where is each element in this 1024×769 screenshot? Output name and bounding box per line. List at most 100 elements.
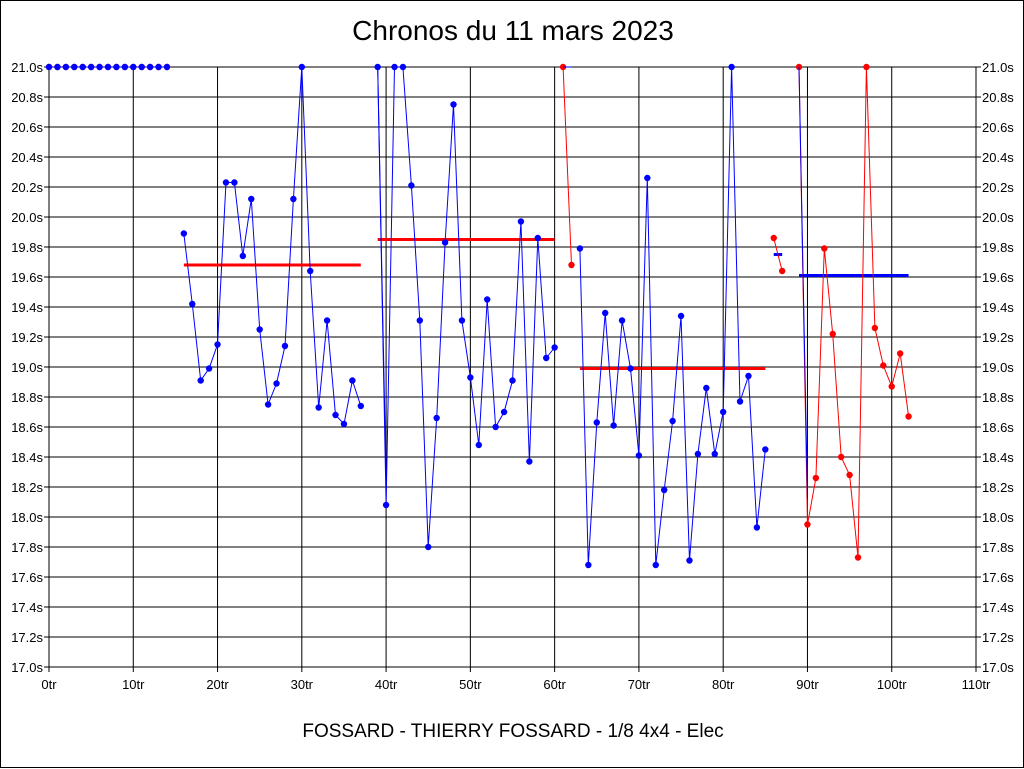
data-point xyxy=(298,63,306,71)
data-point xyxy=(214,341,221,348)
series-line xyxy=(183,66,362,426)
x-tick-label: 20tr xyxy=(206,677,229,692)
y-tick-label-left: 20.6s xyxy=(11,120,43,135)
data-point xyxy=(475,441,482,449)
data-point xyxy=(627,365,634,372)
data-point xyxy=(888,383,895,390)
data-point xyxy=(374,63,381,71)
data-point xyxy=(559,63,567,71)
data-point xyxy=(484,296,491,303)
data-point xyxy=(425,543,432,551)
data-point xyxy=(248,195,255,203)
data-point xyxy=(45,63,53,71)
data-point xyxy=(728,63,735,71)
data-point xyxy=(458,317,466,324)
y-tick-label-right: 17.2s xyxy=(982,630,1014,645)
y-tick-label-left: 19.6s xyxy=(11,270,43,285)
data-point xyxy=(163,63,171,71)
y-tick-label-right: 19.2s xyxy=(982,330,1014,345)
data-point xyxy=(610,422,617,429)
data-point xyxy=(871,324,879,332)
y-tick-label-right: 20.2s xyxy=(982,180,1014,195)
y-tick-label-right: 17.0s xyxy=(982,660,1014,675)
y-tick-label-left: 19.4s xyxy=(11,300,43,315)
data-point xyxy=(416,317,423,324)
series-line xyxy=(377,66,555,548)
data-point xyxy=(113,63,120,71)
x-tick-label: 30tr xyxy=(291,677,314,692)
y-tick-label-right: 20.0s xyxy=(982,210,1014,225)
y-tick-label-left: 18.6s xyxy=(11,420,43,435)
data-point xyxy=(551,344,558,351)
x-tick-label: 60tr xyxy=(543,677,566,692)
chart-title: Chronos du 11 mars 2023 xyxy=(352,15,674,46)
data-point xyxy=(517,218,525,225)
data-point xyxy=(197,377,204,384)
data-point xyxy=(905,413,912,420)
series-line xyxy=(377,66,387,482)
y-tick-label-right: 19.8s xyxy=(982,240,1014,255)
chart-footer: FOSSARD - THIERRY FOSSARD - 1/8 4x4 - El… xyxy=(302,721,724,742)
y-tick-label-right: 18.8s xyxy=(982,390,1014,405)
data-point xyxy=(745,372,752,380)
data-point xyxy=(382,501,390,509)
data-point xyxy=(492,423,499,431)
data-point xyxy=(87,63,95,71)
y-tick-label-left: 20.8s xyxy=(11,90,43,105)
y-tick-label-right: 21.0s xyxy=(982,60,1014,75)
data-point xyxy=(290,195,297,203)
data-point xyxy=(450,101,457,108)
x-tick-label: 110tr xyxy=(962,677,991,692)
data-point xyxy=(509,377,516,384)
y-tick-label-right: 19.0s xyxy=(982,360,1014,375)
y-tick-label-left: 18.0s xyxy=(11,510,43,525)
data-point xyxy=(281,342,289,350)
data-point xyxy=(593,419,600,426)
data-point xyxy=(340,420,348,428)
data-point xyxy=(138,63,145,71)
data-point xyxy=(256,326,263,333)
y-tick-label-right: 18.6s xyxy=(982,420,1014,435)
data-point xyxy=(694,450,702,458)
y-tick-label-right: 17.6s xyxy=(982,570,1014,585)
data-point xyxy=(863,63,870,71)
x-tick-label: 0tr xyxy=(41,677,57,692)
data-point xyxy=(534,234,541,242)
data-point xyxy=(804,521,811,528)
y-tick-label-left: 17.8s xyxy=(11,540,43,555)
plot-area-border xyxy=(48,66,977,668)
y-tick-label-left: 17.2s xyxy=(11,630,43,645)
data-point xyxy=(307,267,314,275)
x-tick-label: 50tr xyxy=(459,677,482,692)
data-point xyxy=(500,408,508,416)
y-tick-label-left: 21.0s xyxy=(11,60,43,75)
y-tick-label-left: 20.4s xyxy=(11,150,43,165)
y-tick-label-right: 18.2s xyxy=(982,480,1014,495)
data-point xyxy=(54,63,61,71)
y-tick-label-right: 20.8s xyxy=(982,90,1014,105)
y-tick-label-right: 17.4s xyxy=(982,600,1014,615)
x-tick-label: 100tr xyxy=(877,677,907,692)
x-tick-label: 70tr xyxy=(628,677,651,692)
y-tick-label-right: 20.6s xyxy=(982,120,1014,135)
y-tick-label-left: 19.0s xyxy=(11,360,43,375)
x-tick-label: 10tr xyxy=(122,677,145,692)
y-tick-label-left: 17.0s xyxy=(11,660,43,675)
data-point xyxy=(635,452,643,459)
data-point xyxy=(146,63,154,71)
data-point xyxy=(231,179,238,186)
data-point xyxy=(349,377,356,384)
data-point xyxy=(896,350,904,357)
x-tick-label: 90tr xyxy=(796,677,819,692)
data-point xyxy=(829,330,836,338)
data-point xyxy=(399,63,407,71)
y-tick-label-right: 19.6s xyxy=(982,270,1014,285)
data-point xyxy=(686,557,693,564)
x-tick-label: 40tr xyxy=(375,677,398,692)
y-tick-label-right: 18.4s xyxy=(982,450,1014,465)
data-point xyxy=(155,63,162,71)
data-point xyxy=(677,312,685,320)
data-point xyxy=(273,380,280,387)
